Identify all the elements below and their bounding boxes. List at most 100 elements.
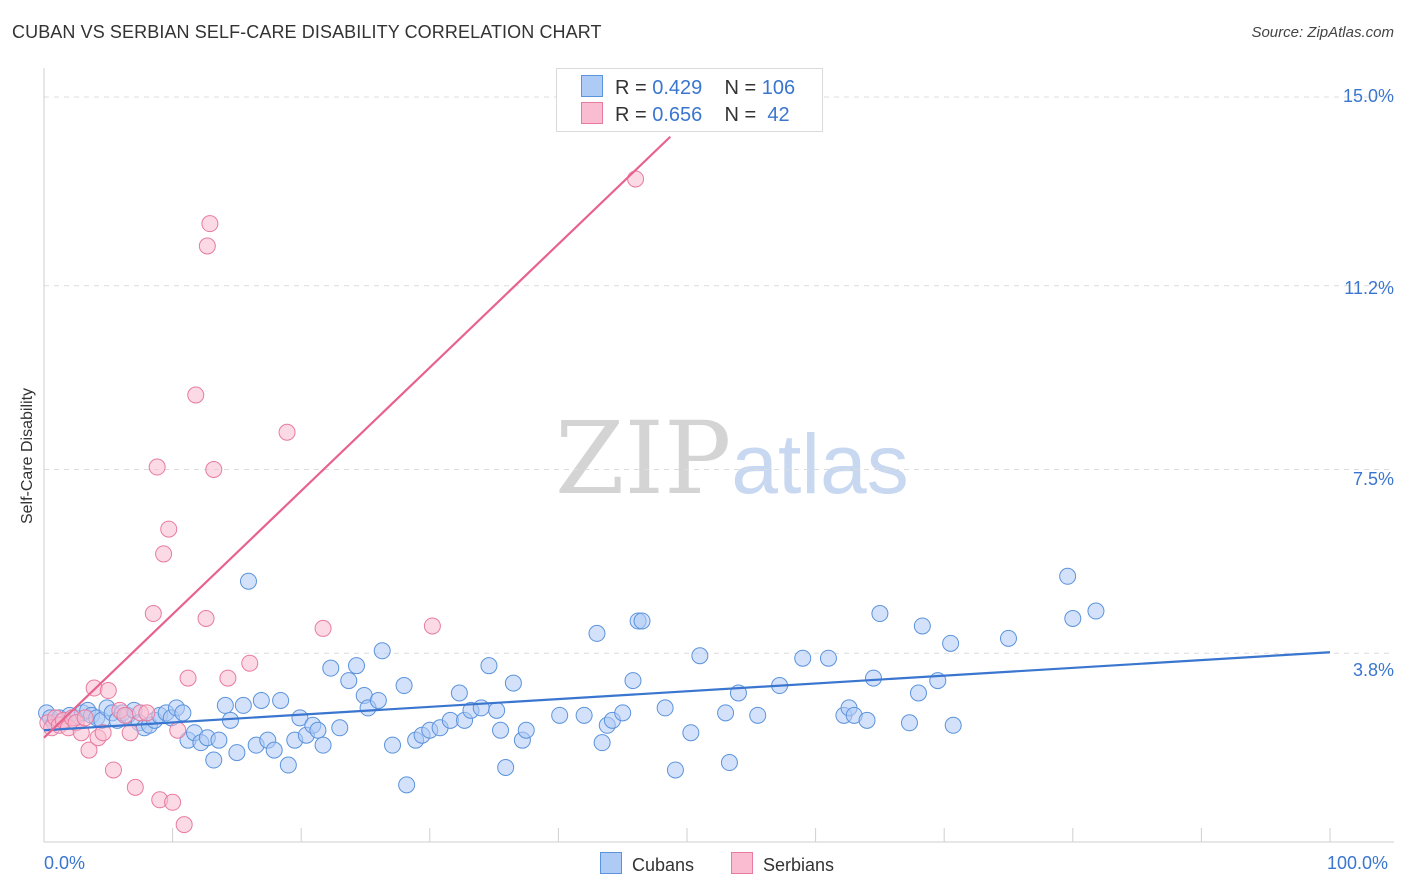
cuban-point-77 xyxy=(551,706,569,724)
watermark-zip: ZIP xyxy=(555,400,732,517)
cuban-point-26 xyxy=(174,704,192,722)
serbian-point-37 xyxy=(241,654,259,672)
n-value: 106 xyxy=(761,77,796,99)
cuban-point-60 xyxy=(398,776,416,794)
cuban-point-94 xyxy=(749,706,767,724)
cuban-point-51 xyxy=(331,719,349,737)
cuban-point-65 xyxy=(441,711,459,729)
n-label: N = xyxy=(724,77,762,99)
r-label: R = xyxy=(615,104,653,126)
watermark: ZIPatlas xyxy=(555,400,909,517)
cuban-point-48 xyxy=(309,721,327,739)
cuban-point-89 xyxy=(682,724,700,742)
serbian-point-40 xyxy=(423,617,441,635)
chart-title: CUBAN VS SERBIAN SELF-CARE DISABILITY CO… xyxy=(12,22,602,42)
cuban-point-113 xyxy=(1087,602,1105,620)
legend-row-cubans: R = 0.429 N = 106 xyxy=(581,75,795,99)
watermark-atlas: atlas xyxy=(731,417,909,511)
cuban-point-53 xyxy=(347,657,365,675)
cuban-point-76 xyxy=(517,721,535,739)
cuban-point-66 xyxy=(450,684,468,702)
serbian-point-18 xyxy=(121,724,139,742)
cuban-point-91 xyxy=(717,704,735,722)
n-label: N = xyxy=(724,104,762,126)
serbians-legend-label: Serbians xyxy=(763,855,835,875)
serbian-point-36 xyxy=(219,669,237,687)
cuban-point-83 xyxy=(614,704,632,722)
serbian-point-41 xyxy=(627,170,645,188)
cuban-point-78 xyxy=(575,706,593,724)
cuban-point-103 xyxy=(871,605,889,623)
cuban-point-58 xyxy=(384,736,402,754)
y-tick-label-11-2: 11.2% xyxy=(1344,278,1394,298)
cuban-point-42 xyxy=(272,691,290,709)
cuban-point-73 xyxy=(497,759,515,776)
cuban-point-71 xyxy=(488,701,506,719)
cuban-point-32 xyxy=(210,731,228,749)
cuban-point-52 xyxy=(340,672,358,690)
cuban-point-70 xyxy=(480,657,498,675)
cuban-point-57 xyxy=(373,642,391,660)
cuban-point-49 xyxy=(314,736,332,754)
serbian-point-33 xyxy=(201,215,219,233)
serbians-swatch-icon xyxy=(581,102,603,124)
cuban-point-112 xyxy=(1064,610,1082,627)
serbian-point-30 xyxy=(179,669,197,687)
serbian-point-9 xyxy=(76,709,94,727)
correlation-legend: R = 0.429 N = 106 R = 0.656 N = 42 xyxy=(556,68,823,132)
serbian-point-31 xyxy=(187,386,205,404)
y-tick-label-7-5: 7.5% xyxy=(1352,469,1394,489)
serbians-trendline xyxy=(43,135,672,739)
serbian-point-35 xyxy=(205,461,223,478)
cuban-point-86 xyxy=(633,612,651,630)
cuban-point-74 xyxy=(504,674,522,692)
serbian-point-39 xyxy=(314,619,332,637)
cuban-point-105 xyxy=(909,684,927,702)
cuban-point-59 xyxy=(395,677,413,695)
cuban-point-104 xyxy=(900,714,918,732)
cuban-point-33 xyxy=(216,696,234,714)
y-tick-label-3-8: 3.8% xyxy=(1352,660,1394,680)
cubans-legend-swatch-icon xyxy=(600,852,622,874)
cubans-legend-label: Cubans xyxy=(632,855,695,875)
serbian-point-23 xyxy=(148,458,166,476)
cuban-point-84 xyxy=(624,672,642,690)
bottom-legend-serbians: Serbians xyxy=(731,852,834,876)
serbian-point-26 xyxy=(160,520,178,538)
cuban-point-111 xyxy=(1059,567,1077,585)
cuban-point-72 xyxy=(492,721,510,739)
serbian-point-22 xyxy=(144,605,162,623)
cuban-point-87 xyxy=(656,699,674,717)
serbian-point-32 xyxy=(198,237,216,255)
legend-row-serbians: R = 0.656 N = 42 xyxy=(581,102,790,126)
x-tick-label-max: 100.0% xyxy=(1327,853,1389,873)
cuban-point-92 xyxy=(720,754,738,772)
cuban-point-108 xyxy=(942,634,960,652)
serbian-point-17 xyxy=(116,706,134,724)
serbian-point-15 xyxy=(104,761,122,779)
r-label: R = xyxy=(615,77,653,99)
serbian-point-19 xyxy=(126,778,144,796)
serbian-point-14 xyxy=(99,682,117,700)
x-tick-label-min: 0.0% xyxy=(44,853,86,873)
bottom-legend-cubans: Cubans xyxy=(600,852,694,876)
serbian-point-29 xyxy=(175,816,193,834)
serbian-point-27 xyxy=(164,793,182,811)
source-label: Source: ZipAtlas.com xyxy=(1251,24,1394,41)
serbian-point-13 xyxy=(94,724,112,742)
serbian-point-10 xyxy=(80,741,98,759)
cuban-point-35 xyxy=(228,744,246,762)
r-value: 0.429 xyxy=(652,77,703,99)
cuban-point-41 xyxy=(265,741,283,759)
cuban-point-37 xyxy=(239,572,257,590)
serbian-point-38 xyxy=(278,423,296,441)
cuban-point-109 xyxy=(944,716,962,734)
cuban-point-90 xyxy=(691,647,709,665)
n-value: 42 xyxy=(761,104,790,126)
cuban-point-110 xyxy=(1000,629,1017,647)
y-tick-label-15: 15.0% xyxy=(1342,86,1394,106)
serbians-legend-swatch-icon xyxy=(731,852,753,874)
serbian-point-21 xyxy=(138,704,156,722)
y-axis-label: Self-Care Disability xyxy=(19,387,36,525)
